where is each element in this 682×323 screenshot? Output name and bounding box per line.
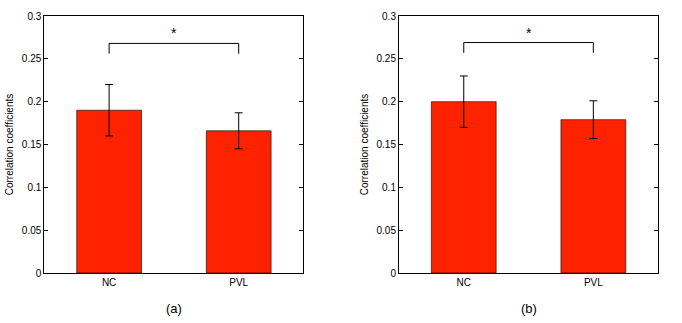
svg-text:0.05: 0.05 xyxy=(377,225,397,236)
svg-text:0.25: 0.25 xyxy=(377,53,397,64)
svg-text:0.05: 0.05 xyxy=(22,225,42,236)
svg-text:0.2: 0.2 xyxy=(27,96,41,107)
svg-text:0.3: 0.3 xyxy=(382,11,396,22)
svg-text:NC: NC xyxy=(457,277,471,288)
svg-text:0.1: 0.1 xyxy=(27,182,41,193)
svg-text:0.3: 0.3 xyxy=(27,11,41,22)
svg-text:PVL: PVL xyxy=(584,277,603,288)
svg-text:0.2: 0.2 xyxy=(382,96,396,107)
svg-text:0: 0 xyxy=(390,268,396,279)
svg-text:*: * xyxy=(171,25,177,41)
svg-text:(b): (b) xyxy=(521,301,537,316)
svg-text:0: 0 xyxy=(36,268,42,279)
svg-text:0.1: 0.1 xyxy=(382,182,396,193)
svg-text:Correlation coefficients: Correlation coefficients xyxy=(4,94,15,196)
svg-text:Correlation coefficients: Correlation coefficients xyxy=(359,94,370,196)
svg-text:0.15: 0.15 xyxy=(22,139,42,150)
svg-text:(a): (a) xyxy=(166,301,182,316)
svg-text:*: * xyxy=(526,25,532,41)
svg-text:0.25: 0.25 xyxy=(22,53,42,64)
svg-text:0.15: 0.15 xyxy=(377,139,397,150)
svg-text:PVL: PVL xyxy=(229,277,248,288)
svg-text:NC: NC xyxy=(102,277,116,288)
